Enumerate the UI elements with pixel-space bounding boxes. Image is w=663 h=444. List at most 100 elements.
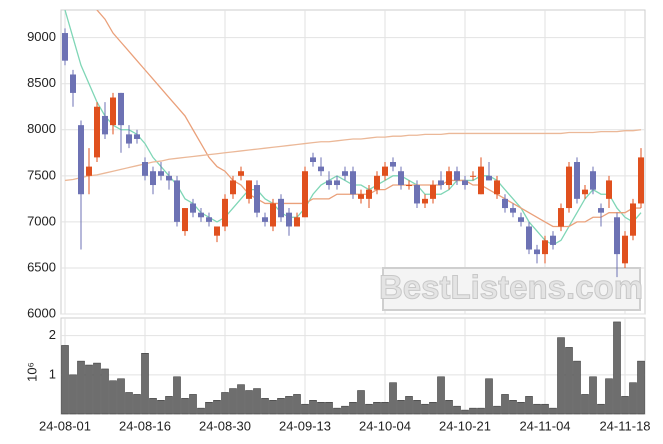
- volume-bar: [309, 400, 317, 415]
- watermark-box: BestListens.com: [378, 267, 644, 311]
- volume-bar: [493, 405, 501, 415]
- volume-bar: [405, 396, 413, 415]
- volume-bar: [613, 321, 621, 415]
- volume-bar: [557, 337, 565, 415]
- candle-body: [310, 157, 316, 162]
- x-tick-label: 24-09-13: [279, 418, 331, 433]
- volume-bar: [461, 409, 469, 415]
- watermark-frame: [382, 267, 641, 311]
- volume-bar: [573, 360, 581, 415]
- candle-body: [174, 180, 180, 222]
- x-tick-label: 24-10-21: [439, 418, 491, 433]
- volume-bar: [133, 394, 141, 415]
- candle-body: [190, 203, 196, 213]
- y-tick-label: 7500: [27, 167, 56, 182]
- candle-body: [278, 198, 284, 218]
- candle-body: [406, 185, 412, 187]
- labels: 6000 6500 7000 7500 8000 8500 9000 1 2 24-08-01 24…: [27, 29, 650, 433]
- volume-bar: [213, 400, 221, 415]
- volume-bar: [597, 403, 605, 415]
- volume-bar: [221, 392, 229, 415]
- moving-average: [64, 10, 642, 246]
- volume-bar: [413, 400, 421, 415]
- volume-bar: [261, 398, 269, 415]
- candle-body: [478, 166, 484, 195]
- volume-bar: [325, 401, 333, 415]
- candle-body: [342, 171, 348, 176]
- volume-bar: [245, 390, 253, 415]
- candle-body: [78, 125, 84, 195]
- volume-bar: [485, 378, 493, 415]
- volume-bar: [389, 382, 397, 415]
- volume-bar: [317, 401, 325, 415]
- candle-body: [558, 208, 564, 227]
- volume-bar: [469, 407, 477, 415]
- candle-body: [318, 166, 324, 172]
- volume-bar: [605, 378, 613, 415]
- candle-body: [550, 235, 556, 245]
- volume-bar: [149, 398, 157, 415]
- candle-body: [534, 249, 540, 255]
- candle-body: [438, 180, 444, 186]
- candle-body: [238, 171, 244, 176]
- volume-bar: [77, 360, 85, 415]
- y-tick-label: 2: [49, 327, 56, 342]
- volume-bar: [581, 394, 589, 415]
- volume-bar: [205, 401, 213, 415]
- candle-body: [398, 171, 404, 186]
- volume-bar: [85, 364, 93, 415]
- volume-bar: [157, 400, 165, 415]
- volume-bar: [229, 388, 237, 415]
- volume-bar: [421, 403, 429, 415]
- candle-body: [470, 175, 476, 177]
- volume-bar: [565, 347, 573, 415]
- price-plot: [62, 10, 644, 278]
- volume-bar: [117, 378, 125, 415]
- volume-bar: [253, 388, 261, 415]
- candle-body: [422, 198, 428, 204]
- volume-bar: [589, 376, 597, 415]
- candle-body: [262, 217, 268, 222]
- volume-bar: [109, 380, 117, 415]
- volume-bar: [173, 376, 181, 415]
- y-tick-label: 8000: [27, 121, 56, 136]
- volume-bar: [453, 405, 461, 415]
- candle-body: [70, 74, 76, 93]
- volume-bar: [445, 400, 453, 415]
- candle-body: [118, 92, 124, 126]
- candle-body: [126, 134, 132, 144]
- candle-body: [350, 171, 356, 195]
- candle-body: [150, 171, 156, 186]
- volume-bar: [437, 376, 445, 415]
- candle-body: [374, 175, 380, 190]
- candle-body: [510, 208, 516, 213]
- candle-body: [518, 217, 524, 222]
- volume-bar: [381, 401, 389, 415]
- volume-bar: [333, 407, 341, 415]
- candle-body: [574, 162, 580, 199]
- candle-body: [286, 212, 292, 227]
- candle-body: [606, 180, 612, 199]
- candle-body: [214, 226, 220, 236]
- volume-bar: [429, 401, 437, 415]
- volume-bar: [501, 394, 509, 415]
- candle-body: [590, 171, 596, 190]
- candle-body: [494, 180, 500, 195]
- volume-bar: [621, 396, 629, 415]
- candle-body: [630, 203, 636, 236]
- x-tick-label: 24-08-16: [119, 418, 171, 433]
- candle-body: [542, 240, 548, 255]
- candle-body: [502, 198, 508, 209]
- x-tick-label: 24-08-01: [39, 418, 91, 433]
- volume-bar: [357, 390, 365, 415]
- y-tick-label: 1: [49, 366, 56, 381]
- volume-bar: [269, 400, 277, 415]
- candle-body: [390, 162, 396, 167]
- candle-body: [62, 33, 68, 61]
- volume-bar: [541, 403, 549, 415]
- volume-bar: [341, 405, 349, 415]
- volume-bar: [285, 396, 293, 415]
- x-tick-label: 24-11-18: [599, 418, 650, 433]
- candle-body: [158, 171, 164, 176]
